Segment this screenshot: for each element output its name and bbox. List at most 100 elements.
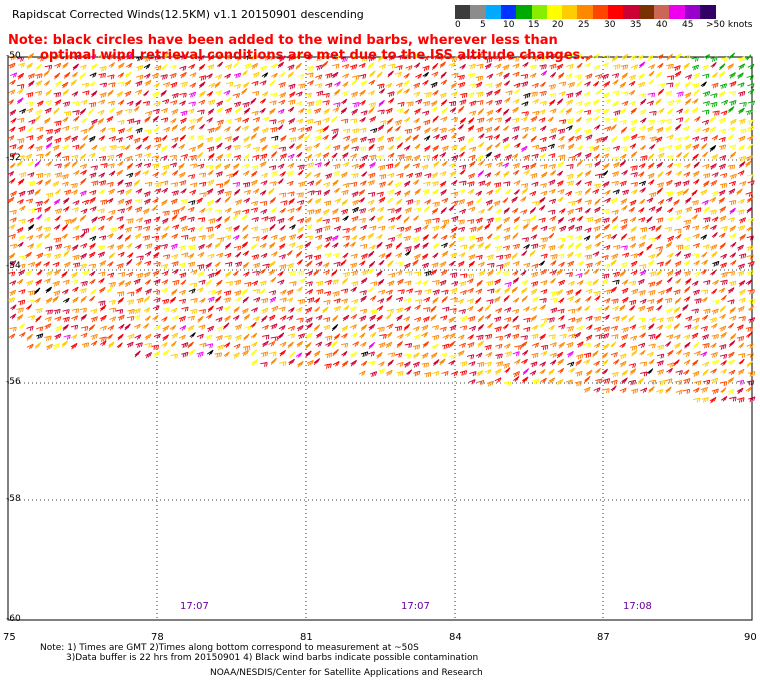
- wind-barb: [351, 199, 360, 206]
- wind-barb: [142, 208, 150, 215]
- wind-barb: [242, 208, 250, 215]
- wind-barb: [288, 99, 296, 105]
- wind-barb: [331, 324, 339, 332]
- wind-barb: [350, 153, 358, 159]
- wind-barb: [548, 245, 556, 251]
- wind-barb: [62, 62, 69, 69]
- wind-barb: [82, 134, 89, 141]
- wind-barb: [511, 134, 519, 141]
- wind-barb: [449, 107, 457, 113]
- wind-barb: [333, 163, 341, 170]
- wind-barb: [91, 216, 98, 224]
- wind-barb: [710, 244, 718, 251]
- wind-barb: [53, 107, 60, 115]
- wind-barb: [585, 288, 593, 295]
- wind-barb: [154, 324, 161, 331]
- wind-barb: [379, 120, 387, 126]
- wind-barb: [181, 252, 189, 258]
- wind-barb: [719, 325, 727, 332]
- wind-barb: [208, 54, 215, 62]
- wind-barb: [457, 334, 465, 340]
- wind-barb: [270, 207, 277, 213]
- wind-barb: [693, 397, 701, 403]
- wind-barb: [523, 92, 531, 99]
- wind-barb: [557, 196, 564, 203]
- wind-barb: [361, 154, 369, 161]
- wind-barb: [692, 233, 700, 239]
- wind-barb: [459, 370, 468, 376]
- wind-barb: [162, 52, 169, 59]
- wind-barb: [548, 368, 555, 376]
- wind-barb: [387, 54, 396, 61]
- wind-barb: [325, 82, 333, 88]
- wind-barb: [252, 116, 261, 123]
- wind-barb: [134, 350, 141, 358]
- wind-barb: [649, 271, 657, 277]
- wind-barb: [79, 163, 88, 170]
- wind-barb: [575, 317, 583, 324]
- wind-barb: [234, 261, 243, 268]
- wind-barb: [521, 116, 528, 122]
- wind-barb: [512, 351, 520, 357]
- wind-barb: [530, 172, 538, 179]
- wind-barb: [530, 214, 537, 222]
- wind-barb: [278, 99, 286, 105]
- wind-barb: [342, 215, 349, 222]
- wind-barb: [628, 89, 636, 96]
- wind-barb: [702, 109, 710, 115]
- wind-barb: [54, 152, 62, 158]
- wind-barb: [665, 386, 672, 394]
- wind-barb: [540, 288, 548, 295]
- wind-barb: [576, 325, 584, 331]
- wind-barb: [144, 342, 152, 348]
- wind-barb: [423, 145, 431, 152]
- wind-barb: [494, 99, 503, 106]
- wind-barb: [460, 315, 468, 322]
- wind-barb: [549, 99, 556, 107]
- wind-barb: [235, 107, 242, 114]
- wind-barb: [151, 205, 158, 212]
- wind-barb: [28, 143, 35, 150]
- wind-barb: [583, 269, 590, 276]
- wind-barb: [656, 388, 664, 395]
- wind-barb: [160, 74, 168, 80]
- wind-barb: [341, 277, 349, 285]
- wind-barb: [108, 188, 116, 195]
- wind-barb: [250, 321, 257, 328]
- wind-barb: [269, 108, 276, 115]
- wind-barb: [466, 200, 474, 207]
- wind-barb: [43, 261, 51, 267]
- wind-barb: [205, 279, 212, 287]
- wind-barb: [286, 297, 294, 303]
- wind-barb: [199, 297, 206, 304]
- wind-barb: [233, 306, 240, 314]
- wind-barb: [720, 387, 727, 394]
- wind-barb: [161, 342, 168, 348]
- wind-barb: [583, 129, 592, 135]
- wind-barb: [378, 196, 386, 204]
- wind-barb: [304, 146, 312, 152]
- wind-barb: [484, 162, 492, 168]
- wind-barb: [412, 163, 420, 169]
- wind-barb: [574, 297, 581, 304]
- wind-barb: [448, 341, 456, 348]
- wind-barb: [215, 296, 222, 303]
- wind-barb: [684, 92, 692, 99]
- wind-barb: [43, 172, 51, 178]
- wind-barb: [639, 349, 646, 356]
- wind-barb: [621, 100, 629, 107]
- wind-barb: [557, 253, 565, 259]
- wind-barb: [359, 127, 367, 133]
- wind-barb: [702, 379, 711, 385]
- wind-barb: [224, 334, 232, 340]
- wind-barb: [144, 129, 152, 135]
- wind-barb: [162, 307, 170, 313]
- wind-barb: [124, 181, 133, 188]
- legend-color-swatch: [623, 5, 640, 19]
- wind-barb: [550, 254, 558, 260]
- wind-barb: [232, 181, 241, 187]
- wind-barb: [143, 162, 152, 169]
- wind-barb: [539, 146, 547, 152]
- wind-barb: [259, 98, 267, 104]
- wind-barb: [151, 73, 159, 79]
